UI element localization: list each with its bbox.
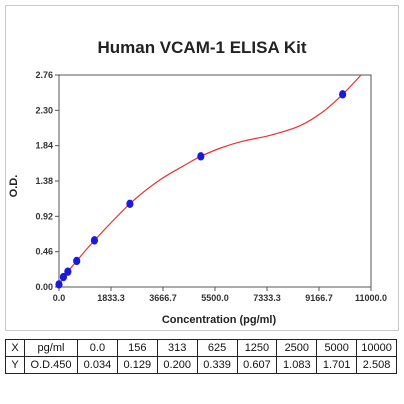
x-tick-label: 9166.7 bbox=[305, 293, 333, 303]
row-unit: pg/ml bbox=[24, 339, 78, 357]
table-cell: 625 bbox=[196, 339, 238, 357]
x-axis-title: Concentration (pg/ml) bbox=[162, 314, 277, 326]
row-header: X bbox=[5, 339, 25, 357]
table-cell: 0.607 bbox=[236, 356, 278, 374]
x-tick-label: 0.0 bbox=[53, 293, 66, 303]
data-point bbox=[64, 267, 72, 276]
table-cell: 2500 bbox=[276, 339, 318, 357]
table-cell: 1250 bbox=[236, 339, 278, 357]
y-tick-label: 2.30 bbox=[35, 105, 53, 115]
table-cell: 156 bbox=[116, 339, 158, 357]
table-row-y: Y O.D.450 0.034 0.129 0.200 0.339 0.607 1.083… bbox=[5, 356, 397, 374]
table-row-x: X pg/ml 0.0 156 313 625 1250 2500 5000 10000 bbox=[5, 339, 397, 357]
data-point bbox=[59, 272, 68, 282]
table-cell: 0.129 bbox=[116, 356, 158, 374]
chart-plot: 0.0 1833.3 3666.7 5500.0 7333.3 9166.7 11000.0… bbox=[8, 70, 387, 326]
table-cell: 5000 bbox=[316, 339, 358, 357]
row-header: Y bbox=[5, 356, 25, 374]
data-point bbox=[339, 90, 347, 99]
y-tick-label: 0.92 bbox=[35, 211, 53, 221]
x-tick-label: 1833.3 bbox=[97, 293, 125, 303]
row-unit: O.D.450 bbox=[24, 356, 78, 374]
y-tick-label: 2.76 bbox=[35, 70, 53, 80]
table-cell: 0.0 bbox=[77, 339, 118, 357]
y-tick-label: 0.46 bbox=[35, 247, 53, 257]
table-cell: 10000 bbox=[356, 339, 397, 357]
data-point bbox=[73, 256, 81, 266]
y-tick-label: 1.38 bbox=[35, 176, 53, 186]
x-tick-label: 3666.7 bbox=[149, 293, 177, 303]
chart-title: Human VCAM-1 ELISA Kit bbox=[97, 38, 307, 57]
plot-area-border bbox=[58, 74, 372, 288]
table-cell: 0.034 bbox=[77, 356, 118, 374]
table-cell: 1.083 bbox=[276, 356, 318, 374]
data-point bbox=[197, 152, 205, 161]
axes bbox=[55, 74, 372, 291]
table-cell: 2.508 bbox=[356, 356, 397, 374]
table-cell: 313 bbox=[156, 339, 198, 357]
tick-labels: 0.0 1833.3 3666.7 5500.0 7333.3 9166.7 11000.0… bbox=[35, 70, 387, 303]
table-cell: 0.200 bbox=[156, 356, 198, 374]
table-cell: 1.701 bbox=[316, 356, 358, 374]
table-cell: 0.339 bbox=[196, 356, 238, 374]
x-tick-label: 7333.3 bbox=[253, 293, 281, 303]
data-points bbox=[55, 90, 347, 289]
x-tick-label: 11000.0 bbox=[355, 293, 387, 303]
y-tick-label: 1.84 bbox=[35, 141, 53, 151]
fit-curve-layer bbox=[58, 74, 362, 285]
chart-frame bbox=[5, 5, 399, 331]
y-tick-label: 0.00 bbox=[35, 282, 53, 292]
data-point bbox=[55, 280, 63, 289]
x-tick-label: 5500.0 bbox=[201, 293, 229, 303]
y-axis-title: O.D. bbox=[8, 175, 20, 198]
fit-curve bbox=[58, 74, 362, 285]
data-table: X pg/ml 0.0 156 313 625 1250 2500 5000 10000 Y … bbox=[5, 339, 397, 374]
data-point bbox=[126, 199, 134, 209]
data-point bbox=[90, 236, 99, 245]
